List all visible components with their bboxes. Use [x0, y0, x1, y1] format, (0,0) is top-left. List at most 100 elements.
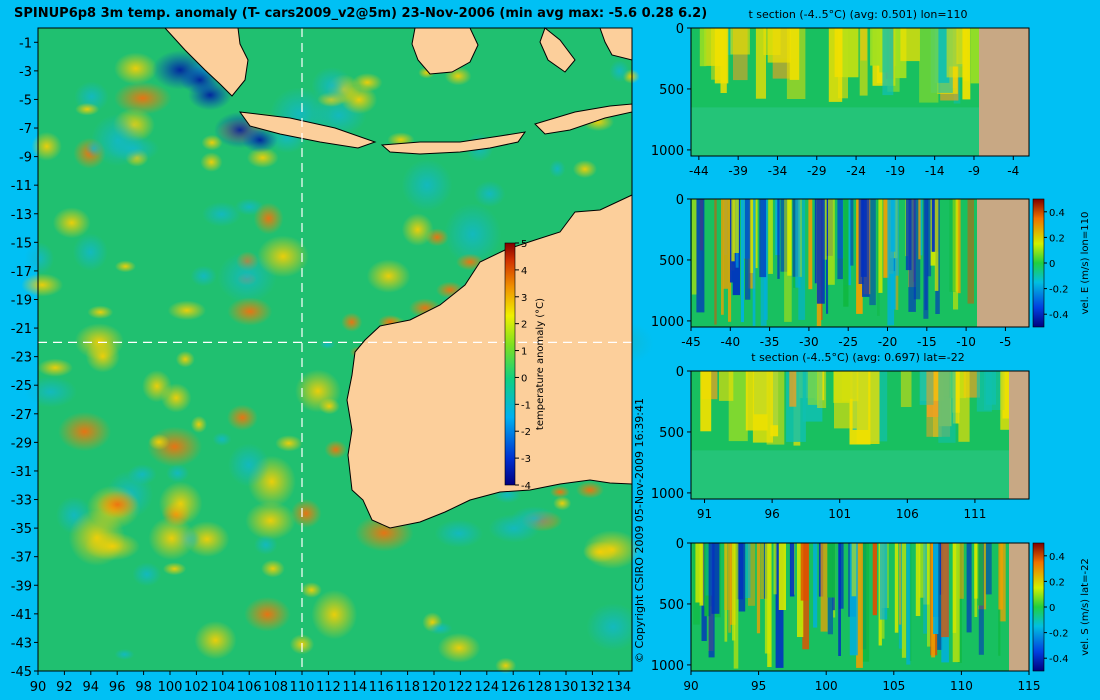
section-field-streak [760, 543, 764, 599]
lon-axis: 90 92 94 96 98 100 102 104 106 108 110 112 114 116 118… [30, 671, 631, 695]
colorbar-tick-label: -3 [521, 454, 531, 465]
section-field-streak [958, 371, 970, 442]
section-field-streak [695, 543, 702, 603]
section-field-streak [927, 199, 932, 277]
anomaly-patch [428, 622, 453, 635]
anomaly-patch [158, 481, 203, 526]
section-field-streak [856, 543, 863, 668]
section-field-streak [733, 543, 739, 669]
anomaly-patch [553, 496, 572, 511]
section-field-streak [956, 28, 966, 65]
lat-tick-label: -33 [11, 494, 32, 509]
section-field-streak [752, 199, 756, 326]
section-field-streak [767, 28, 791, 63]
section-field-streak [882, 28, 894, 96]
colorbar-ticks: 5 4 3 2 1 0 -1 -2 -3 -4 [515, 239, 531, 492]
section-field-streak [726, 28, 733, 55]
lon-tick-label: 92 [56, 680, 73, 695]
section-field-streak [949, 199, 956, 292]
section-field-streak [918, 199, 921, 260]
section-land [977, 199, 1029, 327]
anomaly-patch [58, 411, 112, 452]
anomaly-patch [142, 370, 172, 403]
section-field-streak [883, 199, 890, 278]
lat-tick-label: -9 [19, 151, 32, 166]
velocity-colorbar-tick-label: 0.2 [1049, 577, 1065, 588]
section-x-tick-label: 96 [764, 507, 779, 521]
section-field-streak [834, 371, 857, 429]
depth-tick-label: 0 [676, 537, 684, 552]
velocity-colorbar-tick-label: 0.4 [1049, 208, 1065, 219]
velocity-colorbar [1032, 198, 1045, 328]
depth-tick-label: 0 [676, 22, 684, 37]
lat-axis: -1 -3 -5 -7 -9 -11 -13 -15 -17 -19 -21 -23 -25 -27 -29… [11, 36, 38, 680]
section-x-tick-label: -34 [768, 164, 788, 178]
section-field-streak [933, 543, 939, 634]
section-field-streak [941, 543, 949, 638]
section-field-streak [919, 28, 939, 103]
section-x-tick-label: -35 [760, 335, 780, 349]
colorbar-tick-label: 5 [521, 239, 527, 250]
section-field-streak [956, 199, 961, 294]
section-x-tick-label: -14 [925, 164, 945, 178]
section-field-streak [708, 543, 715, 658]
section-field-streak [789, 543, 795, 597]
section-field-streak [966, 543, 972, 633]
map-frame [37, 27, 633, 672]
section-land [1009, 371, 1029, 499]
anomaly-patch [290, 499, 322, 528]
anomaly-patch [227, 297, 273, 326]
section-field-streak [877, 199, 880, 316]
depth-tick-label: 0 [676, 193, 684, 208]
anomaly-patch [96, 490, 139, 519]
panel-vel-e-lon: 0 500 1000 -45 -40 -35 -30 -25 -20 -15 -10 -5 0.4 0.2… [651, 193, 1091, 349]
anomaly-patch [549, 160, 566, 178]
section-field-streak [913, 199, 921, 300]
depth-tick-label: 500 [659, 426, 684, 441]
anomaly-patch [319, 340, 336, 349]
anomaly-patch [132, 562, 162, 587]
lon-tick-label: 102 [184, 680, 209, 695]
lon-tick-label: 126 [501, 680, 526, 695]
lat-tick-label: -21 [11, 322, 32, 337]
lon-tick-label: 96 [109, 680, 126, 695]
section-field-streak [905, 199, 912, 271]
section-field-streak [924, 199, 928, 311]
section-x-tick-label: 111 [963, 507, 986, 521]
section-field-streak [800, 543, 809, 601]
section-field-streak [740, 199, 744, 323]
section-field-streak [787, 199, 792, 276]
lat-tick-label: -1 [19, 36, 32, 51]
section-frame [690, 198, 1030, 328]
colorbar-tick-label: -4 [521, 481, 531, 492]
lat-tick-label: -43 [11, 636, 32, 651]
colorbar-tick-label: 2 [521, 320, 527, 331]
section-field-streak [976, 371, 992, 412]
section-field-streak [768, 199, 773, 274]
section-field-streak [752, 371, 773, 443]
section-field-streak [952, 543, 957, 633]
panel-vel-s-lat: 0 500 1000 90 95 100 105 110 115 0.4 0.2 0 -0.2 -0.4 v… [651, 537, 1091, 693]
section-field-streak [732, 543, 736, 641]
deep-layer [691, 450, 1009, 499]
section-x-tick-label: -40 [720, 335, 740, 349]
section-field-streak [714, 199, 717, 325]
anomaly-patch [583, 530, 641, 569]
anomaly-patch [434, 519, 484, 548]
lat-tick-label: -19 [11, 293, 32, 308]
section-field-streak [849, 543, 858, 656]
anomaly-patch [127, 464, 157, 485]
section-field-streak [755, 28, 766, 99]
lon-tick-label: 106 [237, 680, 262, 695]
section-field-streak [730, 28, 750, 55]
section-field-streak [862, 543, 870, 662]
colorbar-tick-label: 0 [521, 373, 527, 384]
anomaly-patch [37, 358, 73, 377]
lon-tick-label: 98 [135, 680, 152, 695]
anomaly-patch [148, 516, 195, 561]
section-field-streak [838, 543, 844, 609]
section-x-tick-label: 101 [828, 507, 851, 521]
colorbar-tick-label: -1 [521, 400, 531, 411]
section-field-streak [908, 199, 916, 312]
section-field-streak [778, 543, 786, 610]
